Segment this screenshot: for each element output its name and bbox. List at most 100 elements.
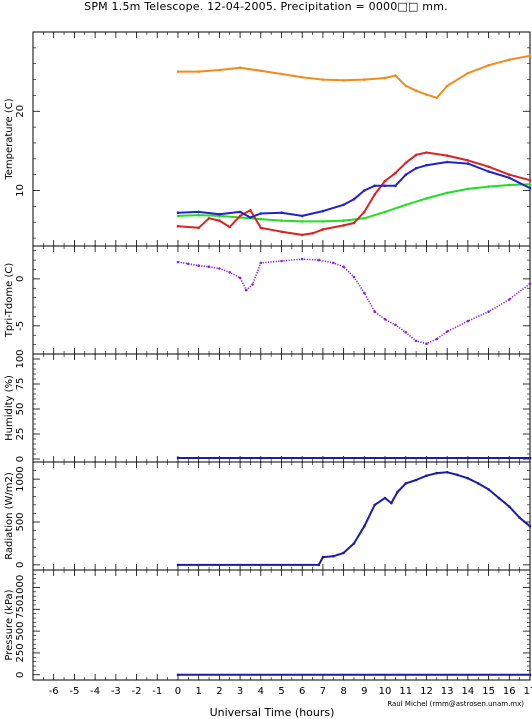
- data-point: [311, 232, 314, 235]
- data-point: [197, 210, 200, 214]
- data-point: [466, 187, 470, 191]
- x-tick-label: 5: [278, 686, 284, 697]
- data-point: [280, 259, 283, 263]
- data-point: [363, 525, 366, 528]
- data-point: [218, 219, 221, 222]
- data-point: [487, 64, 490, 67]
- x-tick-label: 1: [195, 686, 201, 697]
- data-point: [414, 167, 418, 170]
- data-point: [425, 163, 428, 167]
- y-axis-label: Humidity (%): [4, 375, 15, 441]
- data-point: [383, 496, 387, 500]
- data-point: [342, 79, 345, 82]
- data-point: [508, 176, 511, 180]
- data-point: [425, 197, 428, 200]
- data-point: [404, 173, 408, 176]
- data-point: [363, 189, 366, 192]
- data-point: [394, 323, 397, 327]
- data-point: [363, 217, 366, 220]
- x-tick-label: 0: [175, 686, 181, 697]
- x-tick-label: 9: [361, 686, 367, 697]
- data-point: [518, 516, 521, 519]
- data-point: [497, 496, 501, 500]
- data-point: [445, 471, 449, 474]
- data-point: [445, 154, 449, 157]
- y-axis-label: Radiation (W/m2): [4, 472, 15, 560]
- data-point: [383, 184, 387, 188]
- data-point: [508, 173, 511, 176]
- data-point: [280, 230, 283, 233]
- data-point: [300, 75, 304, 79]
- data-point: [238, 210, 242, 214]
- data-point: [332, 555, 335, 558]
- data-point: [238, 66, 242, 69]
- y-tick-label: 500: [15, 512, 26, 531]
- data-point: [404, 161, 408, 165]
- data-point: [528, 673, 532, 677]
- data-point: [528, 54, 532, 58]
- data-point: [508, 58, 511, 61]
- data-point: [187, 262, 190, 266]
- data-point: [466, 71, 470, 75]
- data-point: [487, 488, 490, 491]
- data-point: [404, 203, 408, 207]
- data-point: [280, 219, 283, 222]
- data-point: [394, 171, 397, 175]
- data-point: [363, 291, 366, 295]
- data-point: [300, 220, 304, 223]
- data-point: [207, 217, 211, 220]
- y-tick-label: 0: [15, 276, 26, 282]
- data-point: [218, 267, 221, 270]
- data-point: [466, 319, 470, 323]
- series-line-3: [177, 161, 531, 219]
- data-point: [435, 337, 439, 341]
- y-tick-label: 0: [15, 456, 26, 462]
- y-tick-label: 250: [15, 643, 26, 662]
- y-tick-label: 0: [15, 562, 26, 568]
- data-point: [404, 84, 408, 88]
- data-point: [456, 473, 459, 477]
- y-tick-label: 500: [15, 622, 26, 641]
- x-tick-label: 15: [482, 686, 495, 697]
- data-point: [321, 220, 325, 223]
- data-point: [176, 673, 180, 677]
- x-tick-label: 14: [462, 686, 475, 697]
- data-point: [249, 209, 252, 212]
- data-point: [342, 265, 345, 269]
- data-point: [394, 74, 397, 77]
- data-point: [445, 191, 449, 195]
- data-point: [414, 339, 418, 343]
- data-point: [280, 211, 283, 214]
- y-tick-label: -5: [15, 321, 26, 331]
- x-tick-label: 13: [441, 686, 454, 697]
- x-tick-label: -3: [111, 686, 121, 697]
- data-point: [414, 478, 418, 482]
- data-point: [383, 318, 387, 321]
- y-axis-label: Temperature (C): [4, 98, 15, 180]
- data-point: [466, 159, 470, 162]
- data-point: [396, 490, 399, 494]
- data-point: [321, 78, 325, 81]
- data-point: [487, 165, 490, 168]
- series-line-0: [178, 54, 531, 99]
- data-point: [487, 170, 490, 173]
- x-tick-label: 16: [503, 686, 516, 697]
- data-point: [363, 78, 366, 81]
- y-tick-label: 10: [15, 184, 26, 197]
- panel-frame: [32, 353, 531, 463]
- y-tick-label: 75: [15, 378, 26, 391]
- data-point: [404, 331, 408, 334]
- data-point: [218, 213, 221, 216]
- data-point: [259, 69, 263, 73]
- data-point: [383, 210, 387, 214]
- data-point: [394, 184, 397, 188]
- x-tick-label: -1: [152, 686, 162, 697]
- data-point: [238, 214, 242, 218]
- data-point: [197, 264, 200, 268]
- data-point: [383, 76, 387, 80]
- data-point: [300, 233, 304, 237]
- data-point: [321, 555, 325, 559]
